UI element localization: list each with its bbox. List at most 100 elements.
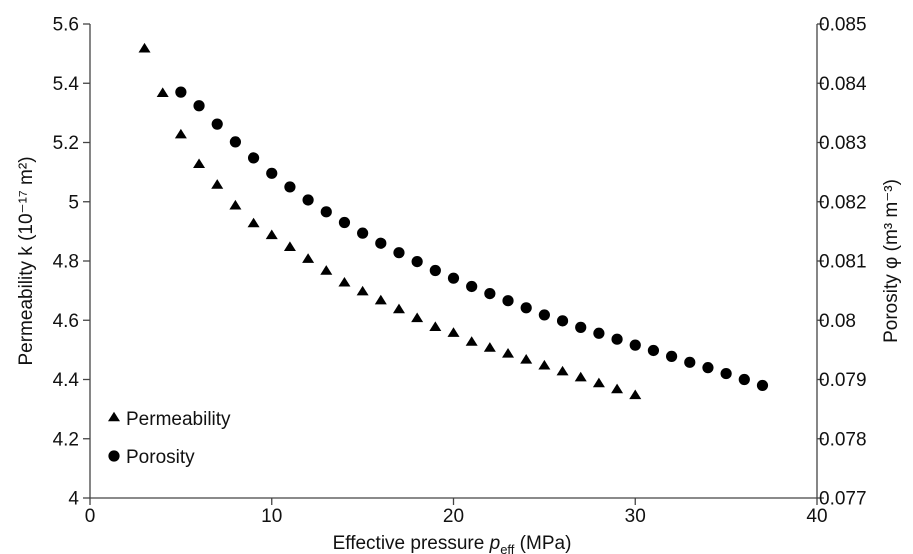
porosity-point: [556, 315, 569, 327]
permeability-point: [374, 294, 387, 305]
porosity-point: [720, 367, 732, 380]
left-y-tick-label: 5.6: [53, 15, 79, 36]
left-y-tick-label: 5.2: [53, 133, 79, 154]
porosity-point: [738, 373, 750, 386]
x-axis-title-suffix: (MPa): [514, 533, 571, 554]
permeability-point: [156, 87, 169, 97]
left-y-tick-label: 4: [68, 489, 79, 510]
porosity-point: [756, 379, 769, 392]
porosity-point: [193, 100, 205, 112]
porosity-point: [538, 309, 550, 321]
porosity-point: [375, 237, 387, 249]
porosity-point: [484, 287, 496, 300]
permeability-point: [338, 276, 351, 287]
legend-label-permeability: Permeability: [126, 409, 231, 430]
series-permeability: [138, 42, 642, 400]
porosity-point: [429, 264, 441, 277]
porosity-point: [266, 167, 278, 179]
x-axis-title-variable: p: [489, 533, 501, 554]
right-y-tick-label: 0.083: [819, 133, 867, 154]
permeability-point: [447, 327, 460, 337]
porosity-point: [611, 333, 623, 345]
x-tick-label: 0: [85, 506, 96, 527]
porosity-point: [211, 118, 223, 130]
permeability-point: [411, 312, 424, 323]
porosity-point: [647, 344, 660, 357]
legend: Permeability Porosity: [108, 409, 231, 468]
permeability-point: [629, 389, 642, 400]
porosity-point: [338, 216, 351, 229]
x-tick-label: 20: [443, 506, 464, 527]
permeability-point: [574, 371, 587, 382]
permeability-point: [520, 353, 533, 364]
right-y-tick-label: 0.077: [819, 489, 867, 510]
porosity-point: [466, 280, 478, 293]
right-y-tick-label: 0.085: [819, 15, 867, 36]
permeability-point: [483, 342, 496, 352]
permeability-point: [502, 348, 515, 358]
right-y-axis-title: Porosity φ (m³ m⁻³): [881, 179, 902, 343]
permeability-point: [302, 253, 315, 263]
porosity-point: [520, 302, 532, 314]
permeability-point: [283, 241, 296, 251]
left-y-tick-label: 5.4: [53, 74, 80, 95]
permeability-point: [465, 336, 478, 346]
porosity-point: [411, 255, 423, 268]
porosity-point: [684, 356, 696, 368]
permeability-point: [592, 377, 605, 388]
left-y-tick-label: 4.4: [53, 370, 80, 391]
x-axis-title-prefix: Effective pressure: [333, 533, 490, 554]
x-axis-title: Effective pressure peff (MPa): [333, 533, 572, 554]
right-y-tick-label: 0.08: [819, 311, 856, 332]
porosity-point: [593, 327, 605, 339]
permeability-point: [265, 229, 278, 240]
left-y-tick-label: 4.6: [53, 311, 79, 332]
porosity-point: [702, 362, 714, 374]
permeability-point: [174, 128, 187, 139]
legend-item-porosity: Porosity: [108, 447, 195, 468]
porosity-point: [302, 194, 314, 206]
permeability-point: [211, 179, 224, 189]
x-tick-label: 10: [261, 506, 282, 527]
permeability-point: [392, 303, 405, 314]
series-porosity: [175, 86, 769, 392]
porosity-point: [666, 350, 678, 362]
permeability-point: [556, 365, 569, 376]
legend-label-porosity: Porosity: [126, 447, 195, 468]
permeability-point: [429, 321, 442, 331]
x-axis-title-subscript: eff: [500, 542, 515, 554]
porosity-point: [357, 227, 369, 239]
permeability-point: [611, 383, 624, 394]
right-y-tick-label: 0.082: [819, 192, 867, 213]
right-y-tick-label: 0.079: [819, 370, 867, 391]
porosity-point: [247, 152, 260, 164]
series-layer: [138, 42, 769, 400]
permeability-point: [320, 265, 333, 275]
x-axis-ticks: 0 10 20 30 40: [85, 498, 828, 527]
left-y-tick-label: 4.8: [53, 252, 79, 273]
porosity-point: [629, 339, 641, 351]
right-y-tick-label: 0.081: [819, 252, 867, 273]
left-y-tick-label: 4.2: [53, 429, 79, 450]
porosity-point: [229, 136, 241, 148]
permeability-point: [138, 42, 151, 53]
right-y-tick-label: 0.084: [819, 74, 867, 95]
right-y-axis-ticks: 0.077 0.078 0.079 0.08 0.081 0.082 0.083 0.084 0…: [817, 15, 867, 510]
porosity-point: [284, 181, 296, 193]
right-y-tick-label: 0.078: [819, 429, 867, 450]
permeability-point: [247, 217, 260, 228]
legend-circle-marker: [108, 450, 120, 462]
permeability-point: [538, 359, 551, 370]
porosity-point: [502, 295, 514, 307]
porosity-point: [575, 321, 587, 333]
porosity-point: [320, 206, 332, 218]
legend-triangle-marker: [108, 411, 120, 422]
left-y-tick-label: 5: [68, 192, 79, 213]
x-tick-label: 40: [806, 506, 827, 527]
permeability-point: [229, 199, 242, 210]
permeability-point: [193, 158, 206, 169]
left-y-axis-title: Permeability k (10⁻¹⁷ m²): [16, 156, 37, 365]
legend-item-permeability: Permeability: [108, 409, 231, 430]
porosity-point: [175, 86, 187, 98]
porosity-point: [447, 272, 460, 284]
